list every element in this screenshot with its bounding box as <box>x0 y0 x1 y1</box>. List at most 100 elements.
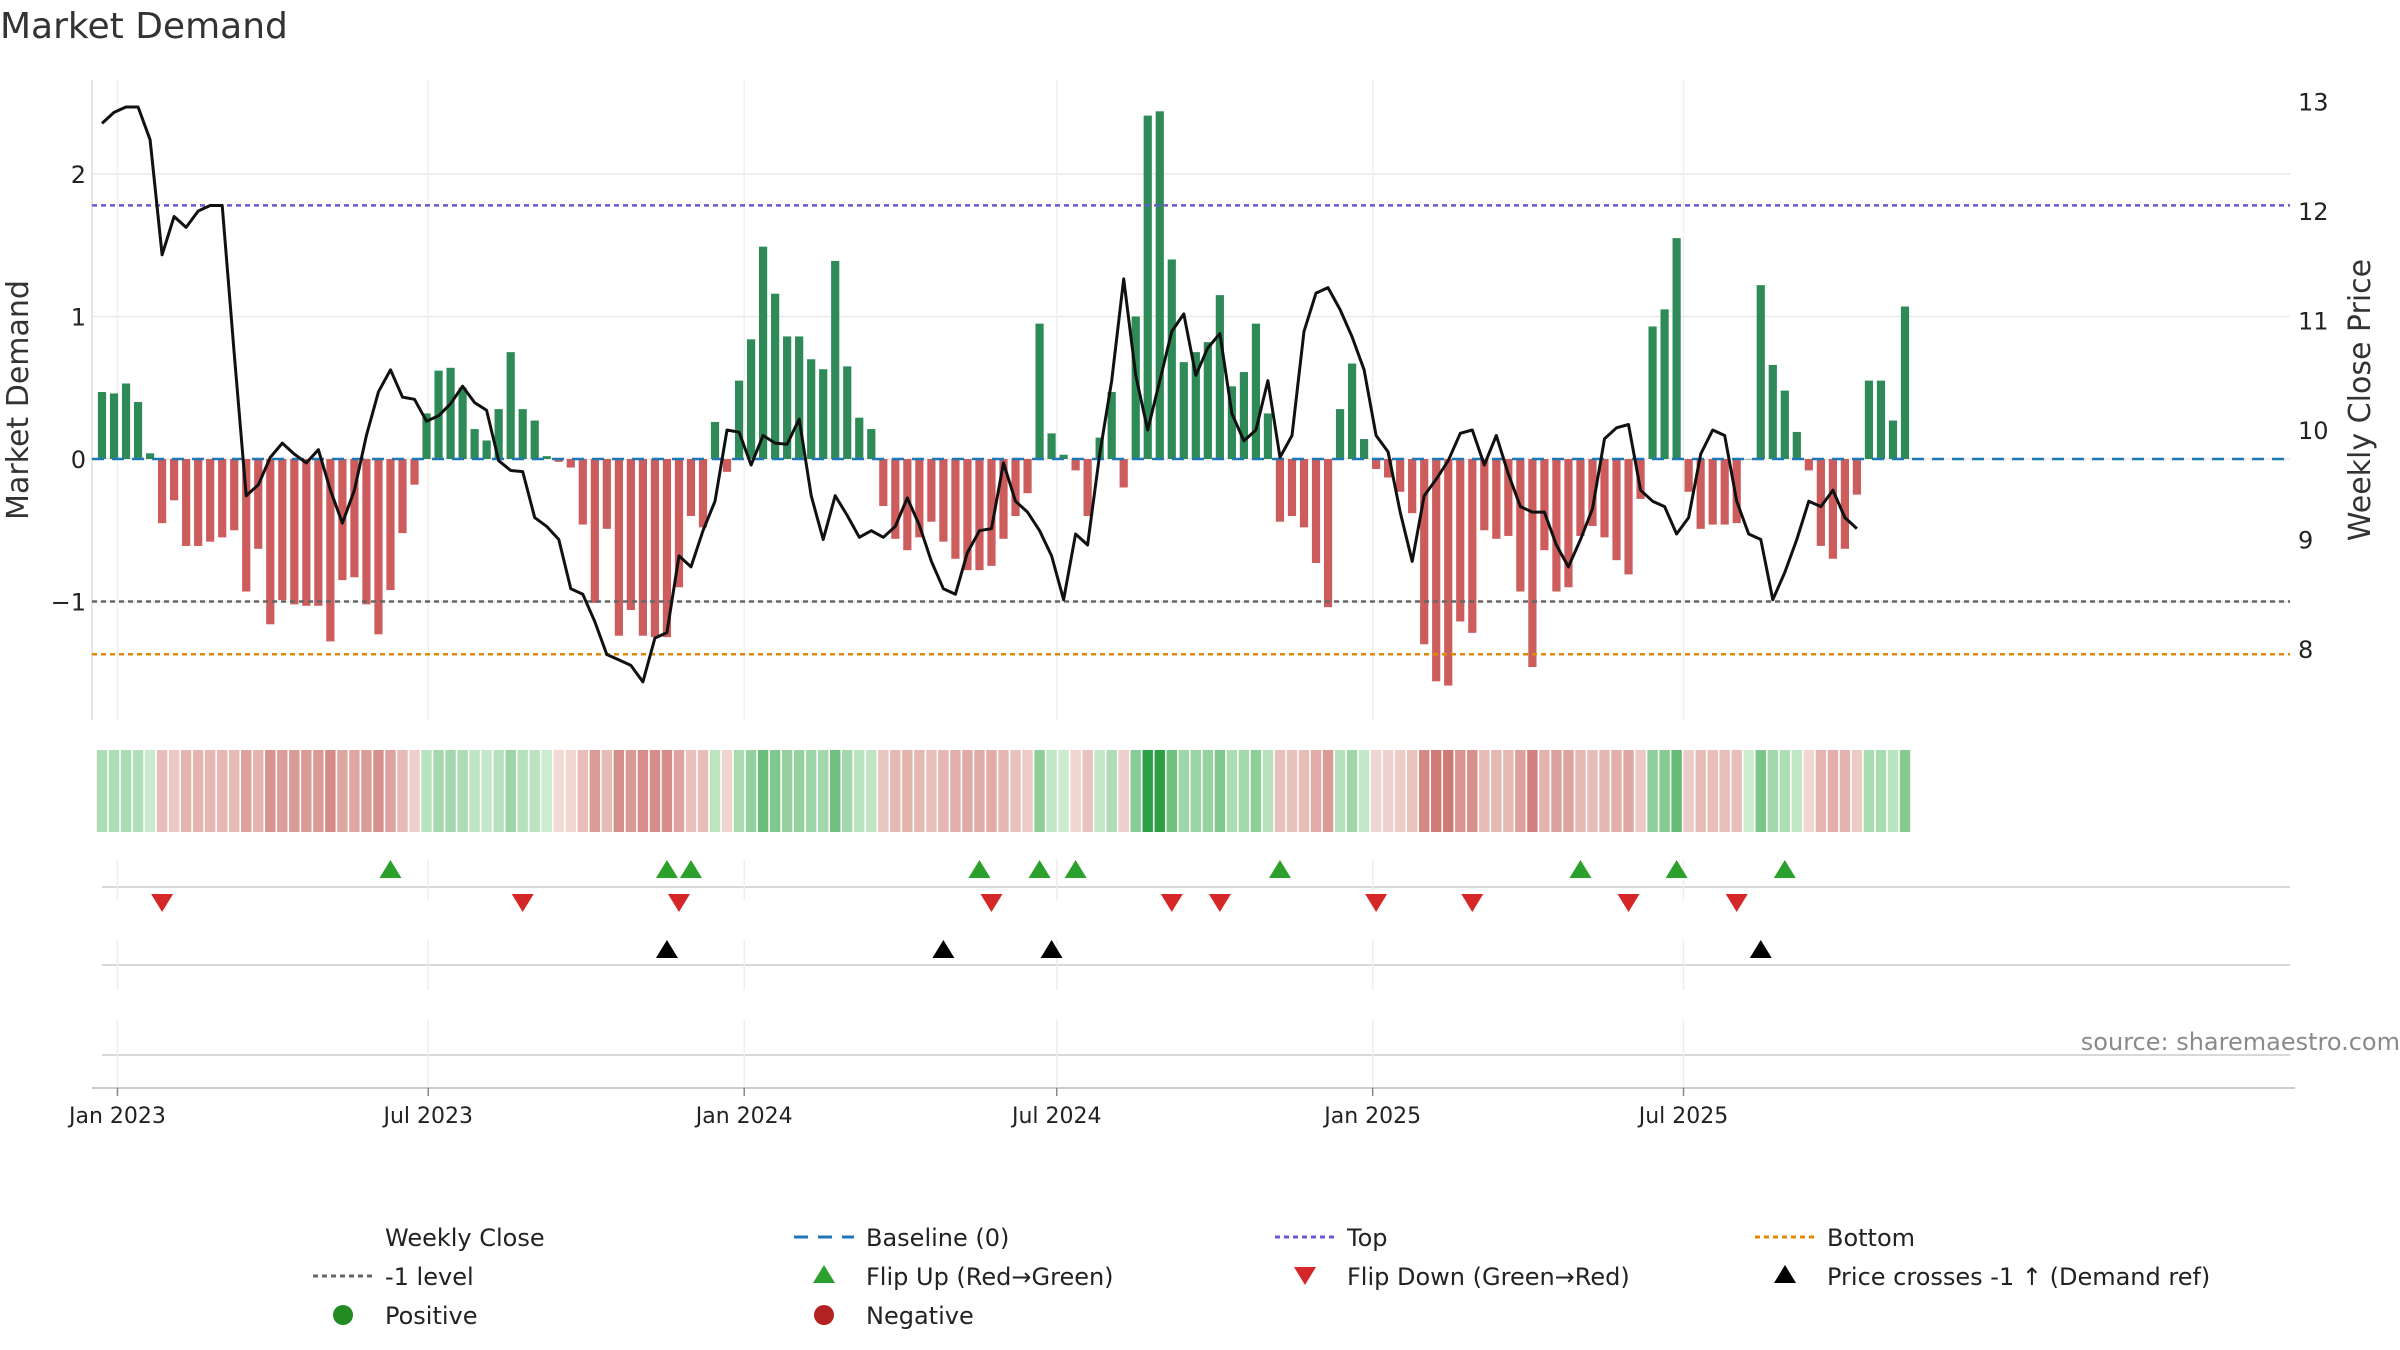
heat-cell <box>1286 750 1298 832</box>
heat-cell <box>289 750 300 832</box>
heat-cell <box>781 750 793 832</box>
demand-bar <box>1744 459 1753 460</box>
demand-bar <box>1708 459 1717 525</box>
heat-cell <box>1058 750 1069 832</box>
y2-tick-label: 11 <box>2298 308 2329 336</box>
heat-cell <box>325 750 336 832</box>
demand-bar <box>1792 431 1801 459</box>
source-text: source: sharemaestro.com <box>2081 1028 2400 1056</box>
demand-bar <box>1480 459 1489 531</box>
y-tick-label: 1 <box>71 304 86 332</box>
legend-item: Positive <box>333 1302 478 1330</box>
demand-bar <box>1492 459 1501 539</box>
demand-bar <box>1756 285 1765 459</box>
demand-bar <box>1323 459 1333 608</box>
flip-down-marker <box>667 894 690 912</box>
demand-bar <box>1432 459 1441 682</box>
heat-cell <box>793 750 805 832</box>
demand-bar <box>1059 454 1068 459</box>
demand-bar <box>482 440 491 459</box>
x-tick-label: Jan 2023 <box>67 1104 166 1129</box>
heat-cell <box>1082 750 1093 832</box>
heat-cell <box>1298 750 1310 832</box>
demand-bar <box>1263 413 1273 459</box>
heat-cell <box>1647 750 1658 832</box>
heat-cell <box>1034 750 1045 832</box>
demand-bar <box>1672 238 1681 459</box>
price-cross-marker <box>932 940 955 958</box>
flip-down-marker <box>151 894 174 912</box>
demand-bar <box>771 293 780 459</box>
demand-bar <box>446 367 455 459</box>
heat-cell <box>769 750 781 832</box>
demand-bar <box>121 383 131 459</box>
legend-swatch <box>333 1305 353 1325</box>
heat-cell <box>265 750 276 832</box>
heat-cell <box>168 750 180 832</box>
demand-bar <box>386 459 395 591</box>
demand-bar <box>1011 459 1020 516</box>
demand-bar <box>1552 459 1561 592</box>
heat-cell <box>1491 750 1502 832</box>
demand-bar <box>1768 364 1777 459</box>
heat-cell <box>457 750 468 832</box>
heat-cell <box>229 750 240 832</box>
heat-cell <box>481 750 492 832</box>
demand-bar <box>722 459 732 472</box>
legend-label: Weekly Close <box>385 1224 545 1252</box>
y2-tick-label: 9 <box>2298 527 2313 555</box>
demand-bar <box>1215 295 1224 459</box>
price-cross-marker <box>1040 940 1063 958</box>
flip-up-marker <box>968 860 991 878</box>
heat-cell <box>1334 750 1346 832</box>
flip-up-marker <box>1773 860 1796 878</box>
heat-cell <box>1046 750 1057 832</box>
flip-up-marker <box>379 860 402 878</box>
demand-bar <box>458 387 467 459</box>
heat-cell <box>1695 750 1706 832</box>
demand-bar <box>915 459 924 538</box>
reference-lines <box>92 204 2290 656</box>
demand-bar <box>1347 363 1357 459</box>
demand-bar <box>1083 459 1092 516</box>
demand-bar <box>1155 111 1164 460</box>
y2-tick-label: 10 <box>2298 417 2329 445</box>
demand-bar <box>278 459 287 601</box>
legend-label: Flip Up (Red→Green) <box>866 1263 1114 1291</box>
demand-bar <box>1131 316 1140 459</box>
heat-cell <box>1238 750 1250 832</box>
demand-bar <box>638 459 647 636</box>
demand-bar <box>1107 392 1116 459</box>
demand-bar <box>939 459 948 542</box>
heat-cell <box>192 750 204 832</box>
demand-bar <box>1311 459 1321 564</box>
weekly-close-line-group <box>100 105 1858 684</box>
legend-item: Price crosses -1 ↑ (Demand ref) <box>1774 1263 2210 1291</box>
demand-bar <box>1780 390 1789 459</box>
demand-bar <box>987 459 996 566</box>
demand-bar <box>194 459 203 546</box>
heat-cell <box>1827 750 1839 832</box>
demand-bar <box>1143 115 1152 459</box>
heat-cell <box>1587 750 1598 832</box>
heat-cell <box>1142 750 1153 832</box>
demand-bar <box>518 409 527 459</box>
demand-bar <box>1047 433 1056 459</box>
heat-cell <box>613 750 625 832</box>
demand-heat-strip <box>96 750 1911 832</box>
demand-bar <box>1720 459 1729 525</box>
flip-up-marker <box>1268 860 1291 878</box>
heat-cell <box>565 750 576 832</box>
heat-cell <box>1779 750 1790 832</box>
legend-label: Flip Down (Green→Red) <box>1347 1263 1630 1291</box>
flip-down-marker <box>511 894 534 912</box>
heat-cell <box>1274 750 1286 832</box>
demand-bar <box>133 402 143 459</box>
heat-cell <box>529 750 540 832</box>
heat-cell <box>349 750 360 832</box>
heat-cell <box>1406 750 1418 832</box>
heat-cell <box>1599 750 1610 832</box>
flip-up-marker <box>1028 860 1051 878</box>
demand-bar <box>1528 459 1537 668</box>
demand-bar <box>170 459 179 501</box>
